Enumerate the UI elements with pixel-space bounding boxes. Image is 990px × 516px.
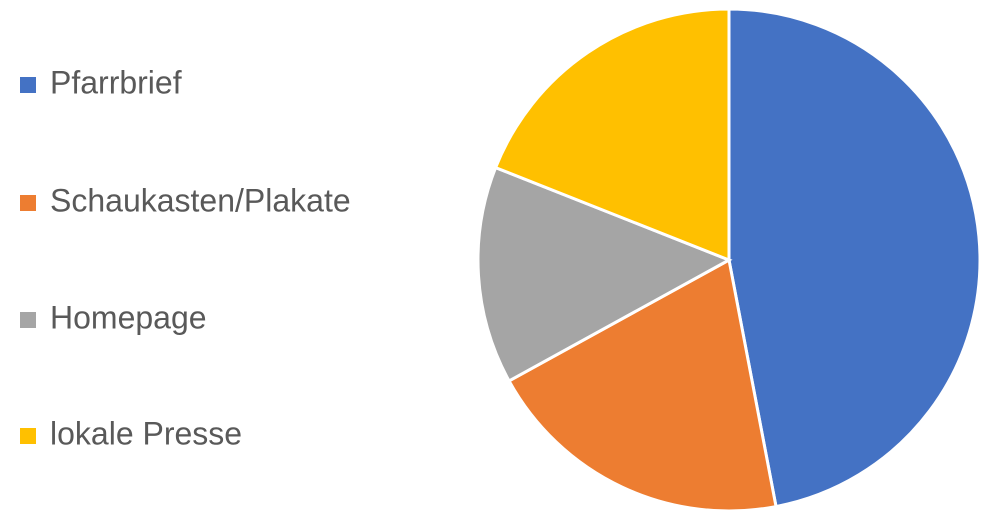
legend-label: lokale Presse	[50, 415, 242, 451]
legend-swatch	[20, 195, 36, 211]
legend-swatch	[20, 77, 36, 93]
pie-slice	[493, 7, 731, 263]
pie-slice	[727, 7, 982, 509]
legend-label: Homepage	[50, 299, 207, 335]
pie-slice	[507, 257, 778, 513]
pie-slice	[476, 165, 733, 383]
legend-label: Pfarrbrief	[50, 64, 182, 100]
legend-swatch	[20, 428, 36, 444]
legend-swatch	[20, 312, 36, 328]
legend-label: Schaukasten/Plakate	[50, 182, 351, 218]
